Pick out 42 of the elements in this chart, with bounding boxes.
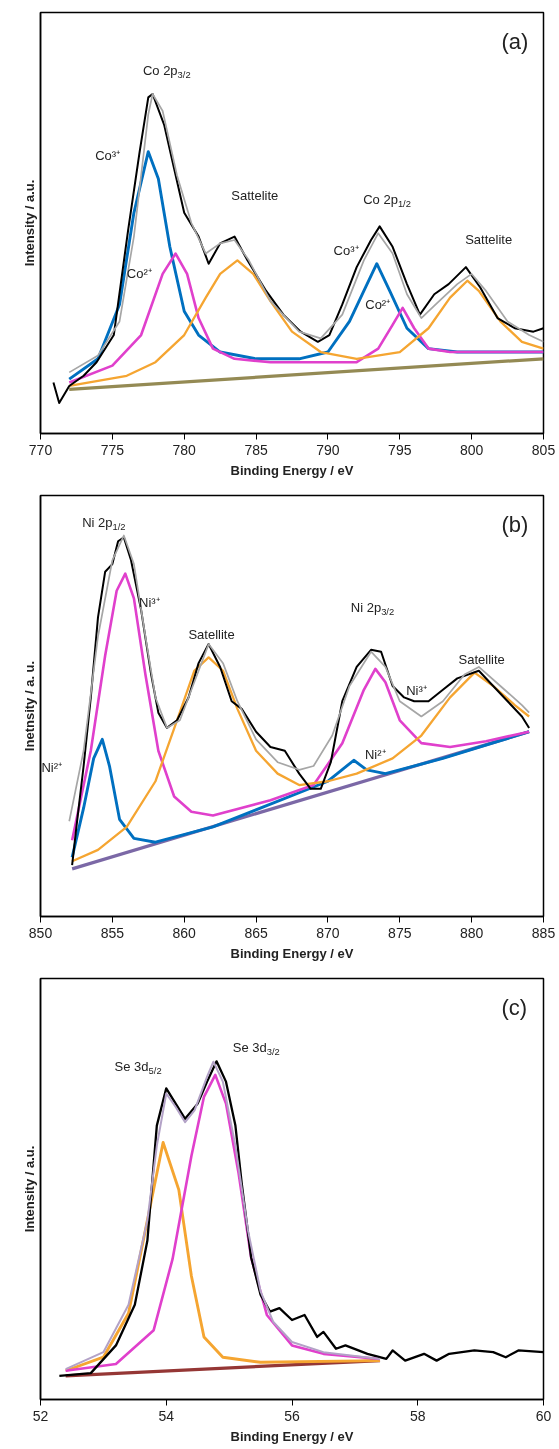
annotation: Ni²⁺ bbox=[364, 746, 386, 762]
x-tick-label: 795 bbox=[388, 441, 412, 458]
x-tick-label: 785 bbox=[244, 441, 268, 458]
x-tick-label: 865 bbox=[244, 924, 268, 941]
x-tick-label: 54 bbox=[158, 1407, 175, 1424]
x-tick-label: 860 bbox=[172, 924, 197, 941]
x-tick-label: 870 bbox=[316, 924, 340, 941]
x-axis-title: Binding Energy / eV bbox=[230, 945, 354, 961]
x-tick-label: 775 bbox=[100, 441, 125, 458]
x-tick-label: 805 bbox=[531, 441, 556, 458]
x-axis-title: Binding Energy / eV bbox=[230, 1428, 354, 1444]
x-tick-label: 58 bbox=[409, 1407, 426, 1424]
annotation: (b) bbox=[501, 512, 529, 538]
annotation: Sattelite bbox=[465, 232, 513, 248]
annotation: Satellite bbox=[458, 651, 505, 667]
annotation: Co³⁺ bbox=[95, 147, 121, 163]
text: (c) bbox=[501, 995, 528, 1021]
annotation: Ni³⁺ bbox=[139, 594, 160, 610]
x-tick-label: 60 bbox=[535, 1407, 552, 1424]
annotation: Satellite bbox=[188, 626, 235, 642]
x-tick-label: 885 bbox=[531, 924, 556, 941]
y-axis-title: Intensity / a.u. bbox=[21, 179, 37, 267]
x-tick-label: 875 bbox=[388, 924, 412, 941]
x-tick-label: 56 bbox=[284, 1407, 300, 1424]
x-tick-label: 855 bbox=[100, 924, 125, 941]
x-tick-label: 780 bbox=[172, 441, 197, 458]
annotation: Co²⁺ bbox=[365, 297, 391, 313]
annotation: Sattelite bbox=[231, 188, 279, 204]
text: (a) bbox=[501, 29, 529, 55]
x-tick-label: 770 bbox=[28, 441, 53, 458]
y-axis-title: Intensity / a.u. bbox=[21, 1145, 37, 1233]
annotation: Co²⁺ bbox=[126, 266, 152, 282]
x-axis-title: Binding Energy / eV bbox=[230, 462, 354, 478]
x-tick-label: 790 bbox=[316, 441, 340, 458]
y-axis-title: Inetnsity / a. u. bbox=[21, 660, 37, 752]
annotation: Ni²⁺ bbox=[41, 760, 63, 776]
x-tick-label: 880 bbox=[459, 924, 484, 941]
x-tick-label: 52 bbox=[32, 1407, 49, 1424]
annotation: Co³⁺ bbox=[333, 242, 359, 258]
x-tick-label: 850 bbox=[28, 924, 53, 941]
annotation: Ni³⁺ bbox=[406, 682, 427, 698]
x-tick-label: 800 bbox=[459, 441, 484, 458]
